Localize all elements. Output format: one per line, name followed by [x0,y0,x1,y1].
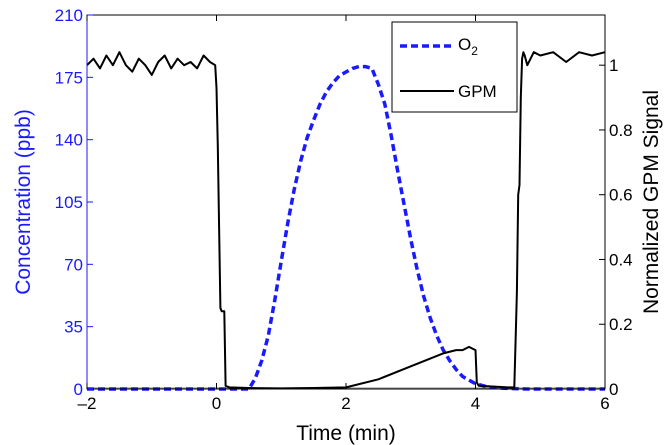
legend-gpm-label: GPM [458,82,497,101]
y-left-tick-label: 175 [55,68,83,87]
legend-box [391,21,518,113]
y-right-tick-label: 1 [609,56,618,75]
y-right-tick-label: 0.8 [609,121,633,140]
x-tick-label: 2 [341,394,350,413]
y-left-tick-label: 0 [74,380,83,399]
y-right-tick-label: 0.4 [609,250,633,269]
x-tick-label: 6 [600,394,609,413]
series-o2-line [87,64,605,391]
series-gpm-line [86,51,606,390]
y-right-tick-label: 0 [609,380,618,399]
x-tick-label: –2 [78,394,97,413]
y-left-tick-label: 210 [55,6,83,25]
y-left-tick-label: 70 [64,255,83,274]
y-left-tick-label: 105 [55,193,83,212]
y-axis-left-title: Concentration (ppb) [12,109,35,295]
y-left-tick-label: 140 [55,131,83,150]
x-axis-title: Time (min) [296,422,396,445]
x-tick-label: 4 [471,394,480,413]
y-right-tick-label: 0.2 [609,315,633,334]
y-axis-right-title: Normalized GPM Signal [640,90,663,314]
y-left-tick-label: 35 [64,318,83,337]
y-right-tick-label: 0.6 [609,186,633,205]
legend-o2-label: O2 [458,35,478,58]
legend: O2 GPM [391,21,518,113]
x-tick-label: 0 [212,394,221,413]
